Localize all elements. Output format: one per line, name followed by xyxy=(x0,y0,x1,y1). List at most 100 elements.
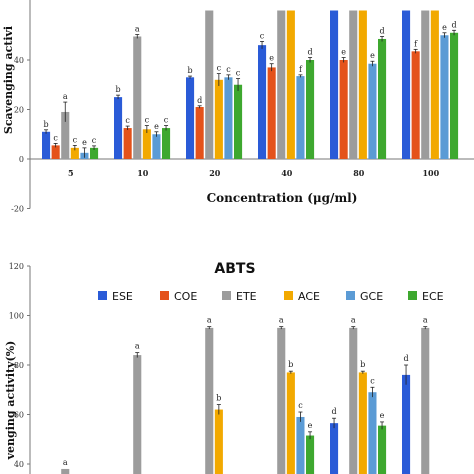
significance-label: d xyxy=(451,20,456,29)
bar-ese xyxy=(402,374,411,474)
bar-ece xyxy=(306,435,315,474)
bar-ete xyxy=(205,10,214,159)
y-axis-label: venging activity(%) xyxy=(4,341,17,461)
bar-gce xyxy=(296,416,305,474)
bar-ese xyxy=(114,97,123,159)
chart-title: ABTS xyxy=(214,261,255,277)
significance-label: c xyxy=(73,135,78,144)
significance-label: a xyxy=(135,25,140,34)
bar-ace xyxy=(286,10,295,159)
bar-ete xyxy=(421,10,430,159)
bar-ese xyxy=(186,77,195,159)
bar-ete xyxy=(277,327,286,474)
significance-label: f xyxy=(414,39,418,48)
bar-gce xyxy=(440,35,449,159)
significance-label: d xyxy=(379,26,384,35)
bar-ete xyxy=(133,36,142,159)
significance-label: c xyxy=(260,31,265,40)
chart-abts: 40 60 80 100 120 venging activity(%) ABTS ESE CO… xyxy=(4,261,444,474)
significance-label: c xyxy=(53,133,58,142)
significance-label: c xyxy=(164,116,169,125)
significance-label: e xyxy=(269,54,274,63)
bar-ece xyxy=(378,425,387,474)
legend-label-ace: ACE xyxy=(298,290,320,303)
bar-ete xyxy=(421,327,430,474)
bar-ece xyxy=(234,84,243,159)
significance-label: e xyxy=(442,23,447,32)
bar-coe xyxy=(123,128,132,159)
y-tick-label: 20 xyxy=(14,106,24,115)
significance-label: e xyxy=(154,122,159,131)
significance-label: e xyxy=(308,421,313,430)
bar-ese xyxy=(258,45,267,159)
y-tick-label: 120 xyxy=(9,262,24,271)
significance-label: b xyxy=(288,360,293,369)
significance-label: a xyxy=(279,316,284,325)
legend-swatch-coe xyxy=(160,291,169,300)
bar-ace xyxy=(358,10,367,159)
legend-label-coe: COE xyxy=(174,290,197,303)
x-category-label: 5 xyxy=(68,168,74,178)
significance-label: b xyxy=(187,66,192,75)
significance-label: a xyxy=(207,316,212,325)
bar-ete xyxy=(349,327,358,474)
bar-ete xyxy=(61,111,70,159)
y-axis-label: Scavenging activi xyxy=(2,26,15,134)
significance-label: c xyxy=(370,376,375,385)
x-category-label: 10 xyxy=(137,168,149,178)
significance-label: a xyxy=(423,316,428,325)
bar-gce xyxy=(368,63,377,159)
y-tick-label: 0 xyxy=(19,155,24,164)
significance-label: c xyxy=(236,69,241,78)
bar-ace xyxy=(142,129,151,159)
y-tick-label: 80 xyxy=(14,361,24,370)
bar-ese xyxy=(42,131,51,159)
legend-label-ete: ETE xyxy=(236,290,257,303)
significance-label: c xyxy=(92,136,97,145)
y-tick-label: 60 xyxy=(14,411,24,420)
bar-ece xyxy=(162,128,171,159)
significance-label: c xyxy=(145,116,150,125)
significance-label: a xyxy=(63,458,68,467)
bar-ace xyxy=(214,409,223,474)
significance-label: e xyxy=(380,411,385,420)
significance-label: e xyxy=(341,48,346,57)
significance-label: a xyxy=(63,92,68,101)
legend-label-ese: ESE xyxy=(112,290,133,303)
bar-coe xyxy=(267,67,276,159)
significance-label: c xyxy=(226,65,231,74)
significance-label: b xyxy=(115,85,120,94)
bar-ese xyxy=(330,423,339,474)
bar-ece xyxy=(306,60,315,159)
significance-label: c xyxy=(298,401,303,410)
bar-ace xyxy=(214,79,223,159)
bar-ace xyxy=(286,372,295,474)
significance-label: d xyxy=(197,96,202,105)
bar-gce xyxy=(368,392,377,474)
y-tick-label: -20 xyxy=(11,205,24,214)
bar-ete xyxy=(277,10,286,159)
legend-swatch-gce xyxy=(346,291,355,300)
bar-ete xyxy=(349,10,358,159)
legend-swatch-ace xyxy=(284,291,293,300)
bar-gce xyxy=(152,134,161,159)
y-tick-label: 40 xyxy=(14,460,24,469)
x-category-label: 20 xyxy=(209,168,221,178)
significance-label: c xyxy=(217,64,222,73)
y-tick-label: 100 xyxy=(9,312,24,321)
bar-ece xyxy=(450,32,459,159)
significance-label: d xyxy=(403,354,408,363)
x-category-label: 100 xyxy=(422,168,439,178)
bar-coe xyxy=(195,107,204,159)
bar-ace xyxy=(358,372,367,474)
bar-ace xyxy=(430,10,439,159)
bar-ece xyxy=(90,147,99,159)
legend-label-ece: ECE xyxy=(422,290,444,303)
significance-label: b xyxy=(360,360,365,369)
x-axis-label: Concentration (μg/ml) xyxy=(207,191,358,205)
bar-gce xyxy=(224,77,233,159)
bar-coe xyxy=(51,145,60,159)
significance-label: a xyxy=(135,342,140,351)
legend-swatch-ese xyxy=(98,291,107,300)
